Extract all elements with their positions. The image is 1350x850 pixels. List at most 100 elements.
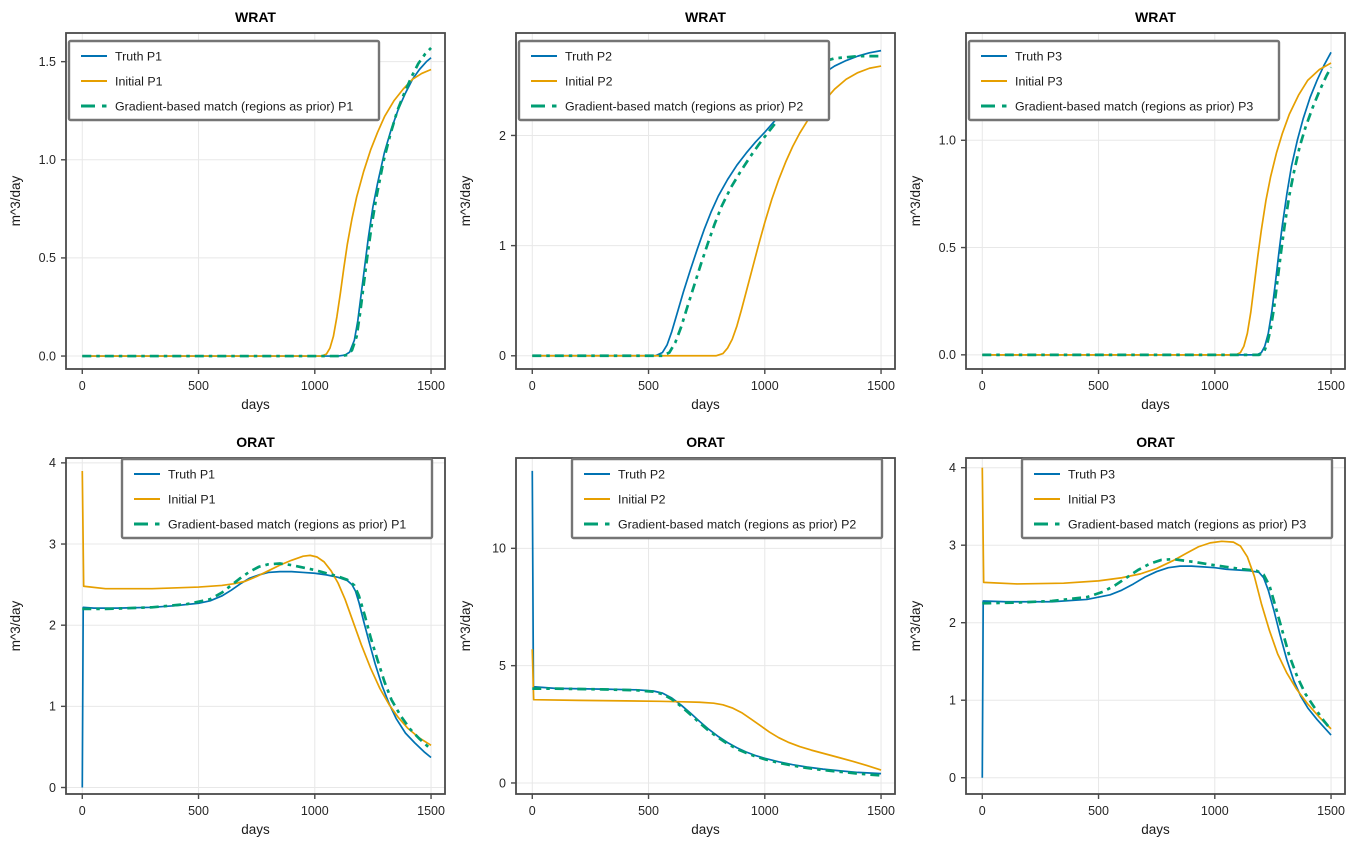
x-axis-label: days	[691, 397, 720, 412]
chart-orat-p1: 0 500 1000 1500 0 1 2 3 4 ORAT days m^3/day Truth P1…	[8, 434, 446, 837]
subplot-orat-p2: 0 500 1000 1500 0 5 10 ORAT days m^3/day Truth P2 I…	[450, 425, 900, 850]
legend-entry-label: Gradient-based match (regions as prior) …	[115, 100, 353, 114]
y-tick-labels: 0 5 10	[492, 542, 506, 791]
legend-entry-label: Truth P1	[168, 468, 215, 482]
legend-entry-label: Truth P2	[565, 50, 612, 64]
chart-title: ORAT	[686, 434, 725, 450]
svg-text:500: 500	[1088, 379, 1109, 393]
legend-entry-label: Initial P3	[1068, 493, 1116, 507]
series-lines	[531, 470, 882, 777]
svg-text:1000: 1000	[751, 379, 779, 393]
legend: Truth P3 Initial P3 Gradient-based match (…	[1020, 457, 1334, 540]
x-axis-label: days	[1141, 397, 1170, 412]
series-match-wrat-p1	[82, 46, 433, 358]
tick-marks	[511, 134, 882, 374]
chart-orat-p2: 0 500 1000 1500 0 5 10 ORAT days m^3/day Truth P2 I…	[458, 434, 896, 837]
svg-text:0: 0	[979, 804, 986, 818]
subplot-wrat-p1: 0 500 1000 1500 0.0 0.5 1.0 1.5 WRAT days m^3/day T…	[0, 0, 450, 425]
legend-entry-label: Gradient-based match (regions as prior) …	[1068, 518, 1306, 532]
legend: Truth P1 Initial P1 Gradient-based match (…	[67, 39, 381, 122]
legend-entry-label: Truth P1	[115, 50, 162, 64]
subplot-orat-p3: 0 500 1000 1500 0 1 2 3 4 ORAT days m^3/day Truth P3…	[900, 425, 1350, 850]
plot-border	[515, 32, 896, 370]
y-tick-labels: 0 1 2 3 4	[949, 461, 956, 785]
chart-orat-p3: 0 500 1000 1500 0 1 2 3 4 ORAT days m^3/day Truth P3…	[908, 434, 1346, 837]
legend-entry-label: Truth P3	[1068, 468, 1115, 482]
svg-text:1000: 1000	[301, 379, 329, 393]
svg-text:0: 0	[499, 349, 506, 363]
svg-text:3: 3	[49, 537, 56, 551]
legend-entry-label: Initial P3	[1015, 75, 1063, 89]
x-tick-labels: 0 500 1000 1500	[79, 804, 445, 818]
tick-marks	[61, 60, 432, 374]
series-lines	[982, 51, 1333, 357]
legend: Truth P2 Initial P2 Gradient-based match (…	[570, 457, 884, 540]
legend-entry-label: Truth P3	[1015, 50, 1062, 64]
svg-text:1500: 1500	[417, 379, 445, 393]
legend-entry-label: Gradient-based match (regions as prior) …	[168, 518, 406, 532]
svg-text:0: 0	[529, 804, 536, 818]
x-tick-labels: 0 500 1000 1500	[979, 379, 1345, 393]
series-lines	[81, 470, 432, 788]
svg-text:1000: 1000	[1201, 379, 1229, 393]
svg-text:5: 5	[499, 659, 506, 673]
x-tick-labels: 0 500 1000 1500	[529, 379, 895, 393]
svg-text:2: 2	[949, 616, 956, 630]
legend-entry-label: Gradient-based match (regions as prior) …	[565, 100, 803, 114]
tick-marks	[511, 547, 882, 799]
legend-box	[967, 39, 1281, 122]
legend-box	[570, 457, 884, 540]
svg-text:0.5: 0.5	[39, 251, 56, 265]
legend-entry-label: Initial P2	[618, 493, 666, 507]
svg-text:1: 1	[499, 239, 506, 253]
series-match-orat-p2	[532, 687, 882, 777]
series-initial-orat-p1	[81, 470, 432, 747]
plot-border	[965, 32, 1346, 370]
svg-text:500: 500	[188, 379, 209, 393]
x-axis-label: days	[1141, 822, 1170, 837]
legend-box	[517, 39, 831, 122]
svg-text:4: 4	[949, 461, 956, 475]
svg-text:0: 0	[79, 804, 86, 818]
svg-text:0: 0	[79, 379, 86, 393]
svg-text:500: 500	[188, 804, 209, 818]
svg-text:0: 0	[949, 771, 956, 785]
svg-text:1.5: 1.5	[39, 55, 56, 69]
chart-title: WRAT	[685, 9, 726, 25]
svg-text:1500: 1500	[417, 804, 445, 818]
subplot-wrat-p2: 0 500 1000 1500 0 1 2 WRAT days m^3/day Truth P2 In…	[450, 0, 900, 425]
y-tick-labels: 0 1 2 3 4	[49, 456, 56, 795]
svg-text:1500: 1500	[1317, 804, 1345, 818]
svg-text:4: 4	[49, 456, 56, 470]
svg-text:0: 0	[979, 379, 986, 393]
svg-text:500: 500	[638, 379, 659, 393]
svg-text:0.5: 0.5	[939, 241, 956, 255]
series-truth-orat-p1	[81, 570, 432, 788]
svg-text:2: 2	[49, 618, 56, 632]
x-tick-labels: 0 500 1000 1500	[529, 804, 895, 818]
svg-text:1500: 1500	[867, 379, 895, 393]
tick-marks	[961, 139, 1332, 374]
legend-box	[1020, 457, 1334, 540]
y-tick-labels: 0.0 0.5 1.0 1.5	[39, 55, 56, 363]
series-match-orat-p3	[982, 557, 1333, 731]
x-tick-labels: 0 500 1000 1500	[979, 804, 1345, 818]
chart-title: ORAT	[236, 434, 275, 450]
svg-text:500: 500	[1088, 804, 1109, 818]
svg-text:3: 3	[949, 538, 956, 552]
svg-text:0: 0	[49, 781, 56, 795]
y-axis-label: m^3/day	[8, 175, 23, 226]
chart-wrat-p2: 0 500 1000 1500 0 1 2 WRAT days m^3/day Truth P2 In…	[458, 9, 896, 412]
svg-text:0: 0	[529, 379, 536, 393]
y-tick-labels: 0 1 2	[499, 129, 506, 363]
series-truth-wrat-p3	[982, 51, 1332, 356]
legend: Truth P1 Initial P1 Gradient-based match (…	[120, 457, 434, 540]
svg-text:10: 10	[492, 542, 506, 556]
series-match-wrat-p3	[982, 66, 1333, 357]
chart-wrat-p1: 0 500 1000 1500 0.0 0.5 1.0 1.5 WRAT days m^3/day T…	[8, 9, 446, 412]
y-axis-label: m^3/day	[458, 600, 473, 651]
y-axis-label: m^3/day	[908, 600, 923, 651]
svg-text:1500: 1500	[867, 804, 895, 818]
tick-marks	[61, 462, 432, 799]
